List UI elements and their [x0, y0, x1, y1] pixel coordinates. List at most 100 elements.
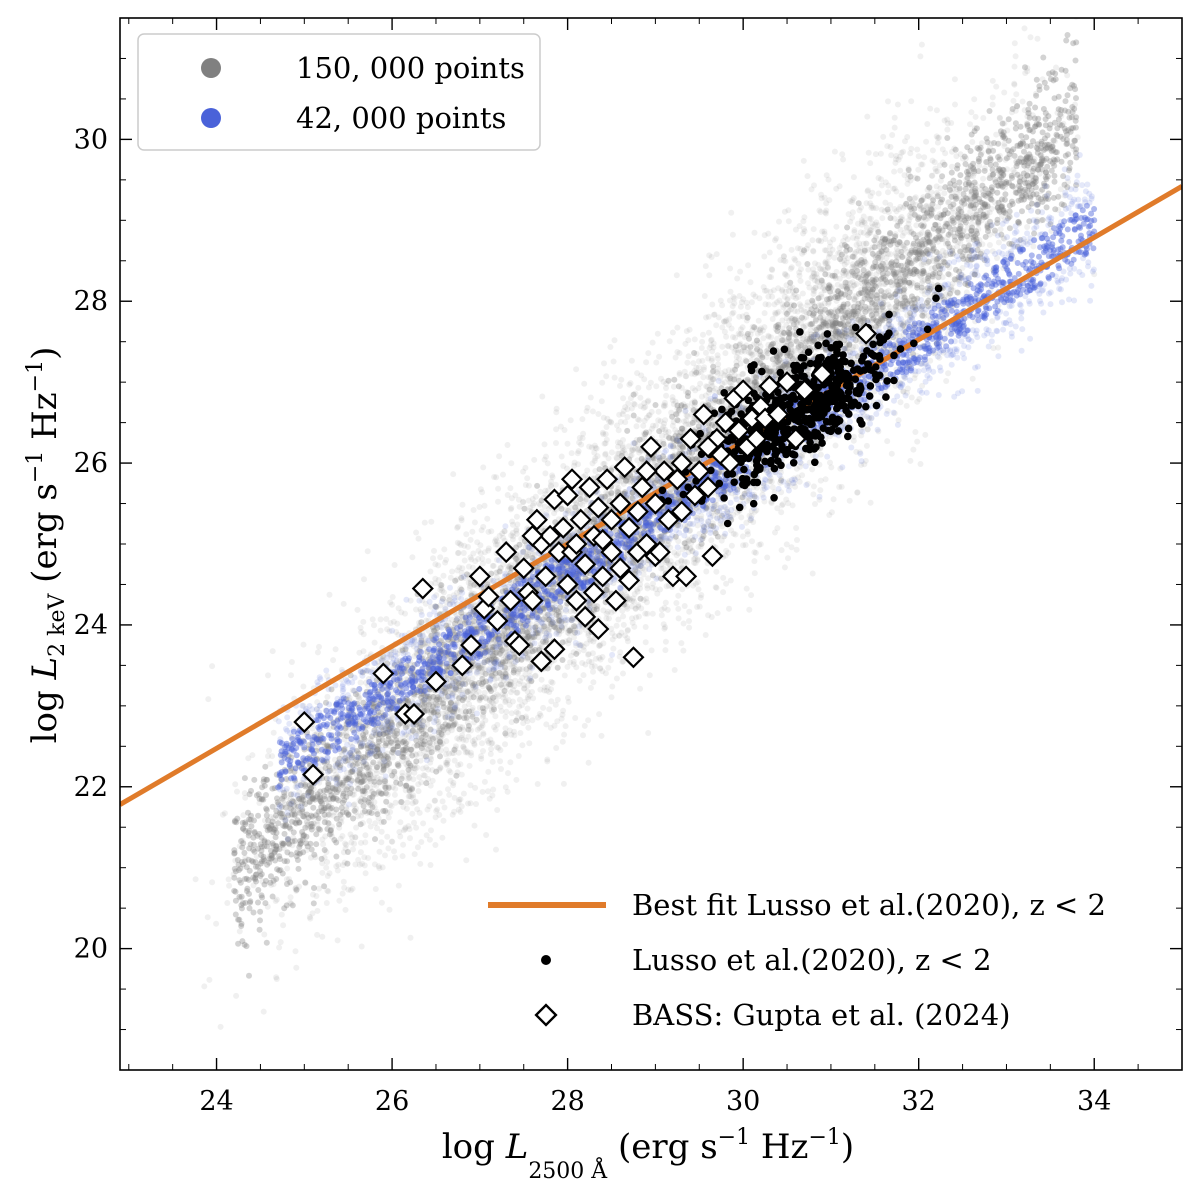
gray-cloud-point	[314, 706, 321, 712]
gray-cloud-point	[697, 369, 704, 375]
gray-cloud-point	[513, 709, 520, 716]
gray-cloud-point	[791, 291, 798, 298]
gray-cloud-point	[450, 471, 457, 478]
gray-cloud-point	[766, 249, 773, 256]
gray-cloud-point	[493, 649, 500, 656]
gray-cloud-point	[449, 628, 456, 635]
gray-cloud-point	[441, 546, 448, 553]
gray-cloud-point	[896, 239, 903, 246]
gray-cloud-point	[403, 731, 410, 738]
gray-cloud-point	[736, 331, 743, 338]
gray-cloud-point	[581, 722, 588, 729]
gray-cloud-point	[667, 489, 674, 496]
gray-cloud-point	[620, 444, 626, 451]
gray-cloud-point	[454, 589, 460, 596]
gray-cloud-point	[564, 440, 571, 447]
gray-cloud-point	[575, 461, 581, 468]
gray-cloud-point	[608, 492, 615, 499]
gray-cloud-point	[353, 720, 360, 727]
gray-cloud-point	[614, 455, 620, 462]
gray-cloud-point	[225, 876, 232, 883]
gray-cloud-point	[525, 497, 532, 504]
gray-cloud-point	[541, 456, 548, 463]
gray-cloud-point	[816, 324, 823, 330]
gray-cloud-point	[764, 554, 771, 561]
gray-cloud-point	[204, 914, 211, 921]
gray-cloud-point	[526, 668, 533, 675]
gray-cloud-point	[629, 597, 636, 604]
gray-cloud-point	[573, 664, 580, 671]
gray-cloud-point	[793, 546, 800, 553]
gray-cloud-point	[548, 678, 555, 685]
gray-cloud-point	[531, 456, 538, 463]
gray-cloud-point	[447, 722, 454, 729]
gray-cloud-point	[449, 568, 456, 575]
gray-cloud-point	[659, 426, 666, 433]
gray-cloud-point	[662, 599, 669, 606]
gray-cloud-point	[706, 252, 713, 259]
gray-cloud-point	[530, 695, 537, 702]
gray-cloud-point	[858, 217, 865, 224]
gray-cloud-point	[860, 240, 867, 247]
gray-cloud-point	[967, 121, 973, 128]
gray-cloud-point	[892, 312, 899, 319]
gray-cloud-point	[562, 723, 569, 730]
gray-cloud-point	[638, 456, 645, 463]
gray-cloud-point	[911, 257, 918, 264]
gray-cloud-point	[1013, 91, 1020, 98]
gray-cloud-point	[458, 771, 465, 778]
gray-cloud-point	[863, 200, 870, 207]
gray-cloud-point	[390, 750, 397, 756]
gray-cloud-point	[499, 660, 506, 667]
gray-cloud-point	[776, 297, 783, 304]
gray-cloud-point	[607, 344, 614, 350]
gray-cloud-point	[596, 642, 602, 649]
gray-cloud-point	[864, 232, 871, 238]
gray-cloud-point	[783, 282, 790, 289]
gray-cloud-point	[509, 518, 516, 525]
gray-cloud-point	[767, 475, 774, 482]
gray-cloud-point	[403, 761, 410, 768]
gray-cloud-point	[908, 394, 915, 401]
gray-cloud-point	[192, 876, 199, 883]
gray-cloud-point	[908, 98, 915, 105]
gray-cloud-point	[1019, 98, 1026, 105]
gray-cloud-point	[516, 703, 523, 710]
gray-cloud-point	[481, 705, 488, 712]
gray-cloud-point	[205, 696, 212, 703]
gray-cloud-point	[224, 900, 231, 906]
gray-cloud-point	[593, 549, 599, 556]
gray-cloud-point	[415, 734, 422, 741]
gray-cloud-point	[1012, 186, 1019, 193]
gray-cloud-point	[881, 295, 887, 302]
gray-cloud-point	[369, 616, 376, 623]
gray-cloud-point	[359, 820, 366, 826]
gray-cloud-point	[889, 277, 896, 284]
gray-cloud-point	[834, 281, 841, 288]
gray-cloud-point	[642, 624, 649, 630]
gray-cloud-point	[467, 691, 474, 698]
gray-cloud-point	[385, 845, 392, 852]
gray-cloud-point	[479, 788, 486, 795]
gray-cloud-point	[696, 603, 703, 610]
gray-cloud-point	[708, 380, 715, 387]
gray-cloud-point	[744, 498, 750, 505]
gray-cloud-point	[427, 782, 434, 789]
gray-cloud-point	[700, 366, 707, 373]
gray-cloud-point	[510, 582, 517, 588]
gray-cloud-point	[711, 501, 718, 507]
gray-cloud-point	[751, 229, 758, 236]
gray-cloud-point	[611, 337, 618, 344]
gray-cloud-point	[751, 491, 758, 498]
gray-cloud-point	[361, 757, 368, 764]
gray-cloud-point	[593, 546, 600, 553]
gray-cloud-point	[357, 679, 364, 686]
gray-cloud-point	[997, 226, 1004, 233]
gray-cloud-point	[485, 558, 492, 564]
gray-cloud-point	[736, 342, 743, 348]
gray-cloud-point	[508, 532, 515, 539]
gray-cloud-point	[630, 400, 637, 407]
gray-cloud-point	[420, 704, 427, 711]
gray-cloud-point	[376, 788, 383, 795]
